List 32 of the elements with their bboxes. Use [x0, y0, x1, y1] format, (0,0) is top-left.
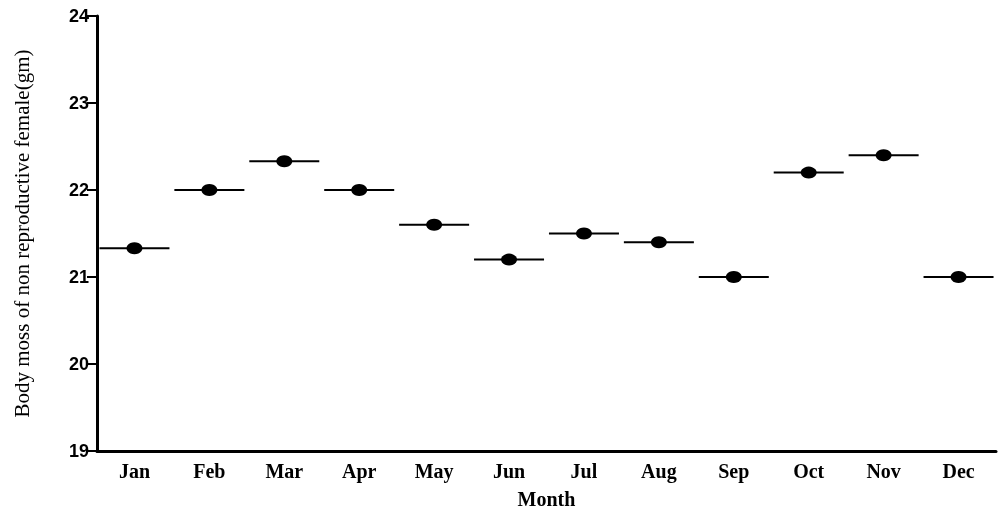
y-tick-label: 20	[68, 354, 89, 374]
x-axis-title: Month	[517, 488, 576, 510]
y-tick-label: 24	[68, 6, 89, 26]
point	[575, 227, 592, 240]
x-tick-label: May	[414, 460, 454, 483]
x-tick-label: Nov	[866, 460, 901, 482]
y-axis-title: Body moss of non reproductive female(gm)	[9, 49, 34, 418]
x-tick-label: Aug	[641, 460, 677, 483]
y-tick-label: 21	[68, 267, 89, 287]
point	[875, 149, 892, 162]
point	[126, 242, 143, 255]
point	[800, 166, 817, 179]
point	[426, 218, 443, 231]
x-tick-label: Oct	[793, 460, 825, 482]
point	[276, 155, 293, 168]
y-tick-label: 19	[68, 441, 89, 461]
x-tick-label: Feb	[193, 460, 226, 482]
point	[725, 271, 742, 283]
y-tick-label: 22	[68, 180, 89, 200]
point	[650, 236, 667, 249]
point	[201, 184, 218, 196]
x-tick-label: Jun	[492, 460, 526, 482]
point	[501, 253, 518, 266]
x-tick-label: Dec	[942, 460, 975, 482]
x-tick-label: Apr	[341, 460, 377, 483]
point	[950, 271, 967, 283]
x-tick-label: Mar	[265, 460, 304, 482]
x-tick-label: Jul	[570, 460, 598, 482]
point	[351, 184, 368, 196]
x-tick-label: Sep	[718, 460, 750, 483]
x-tick-label: Jan	[118, 460, 151, 482]
y-tick-label: 23	[68, 93, 89, 113]
